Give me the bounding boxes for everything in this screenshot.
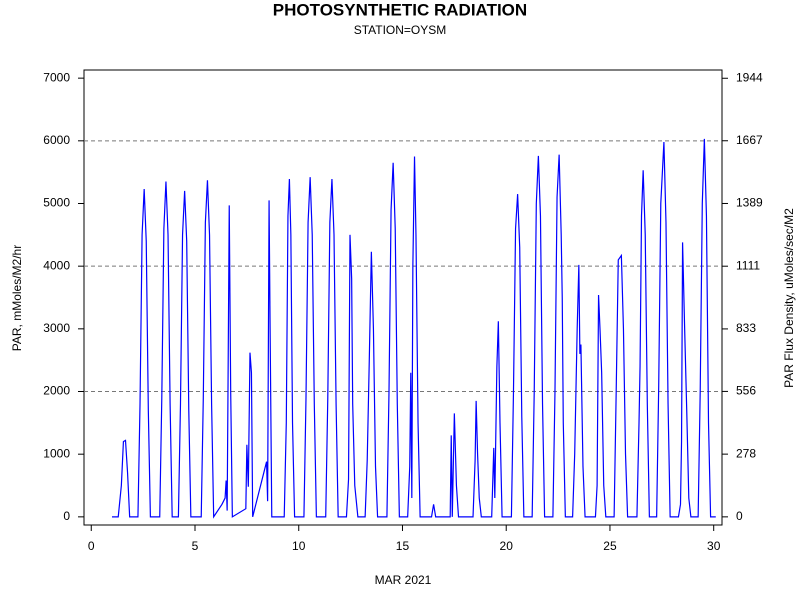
y2-tick-label: 1389 <box>736 196 763 210</box>
y-tick-label: 7000 <box>43 70 70 84</box>
data-line <box>112 138 716 519</box>
x-tick-label: 30 <box>707 539 721 553</box>
chart-subtitle: STATION=OYSM <box>354 23 447 37</box>
y2-tick-label: 556 <box>736 384 756 398</box>
plot-frame <box>83 69 723 526</box>
y2-tick-label: 1667 <box>736 133 763 147</box>
chart-title: PHOTOSYNTHETIC RADIATION <box>273 0 527 19</box>
y-tick-label: 6000 <box>43 133 70 147</box>
x-tick-label: 25 <box>603 539 617 553</box>
x-tick-label: 20 <box>500 539 514 553</box>
y-axis-label: PAR, mMoles/M2/hr <box>10 245 24 351</box>
y-tick-label: 4000 <box>43 258 70 272</box>
y-tick-label: 1000 <box>43 446 70 460</box>
y2-tick-label: 833 <box>736 321 756 335</box>
x-axis-label: MAR 2021 <box>375 573 432 587</box>
x-tick-label: 10 <box>292 539 306 553</box>
y2-tick-label: 278 <box>736 446 756 460</box>
y2-axis-label: PAR Flux Density, uMoles/sec/M2 <box>782 208 796 388</box>
y-tick-label: 0 <box>63 509 70 523</box>
y2-tick-label: 1944 <box>736 70 763 84</box>
y-tick-label: 3000 <box>43 321 70 335</box>
x-tick-label: 5 <box>192 539 199 553</box>
x-tick-label: 15 <box>396 539 410 553</box>
y2-tick-label: 1111 <box>736 258 760 272</box>
y2-tick-label: 0 <box>736 509 743 523</box>
x-tick-label: 0 <box>88 539 95 553</box>
y-tick-label: 5000 <box>43 196 70 210</box>
y-tick-label: 2000 <box>43 384 70 398</box>
